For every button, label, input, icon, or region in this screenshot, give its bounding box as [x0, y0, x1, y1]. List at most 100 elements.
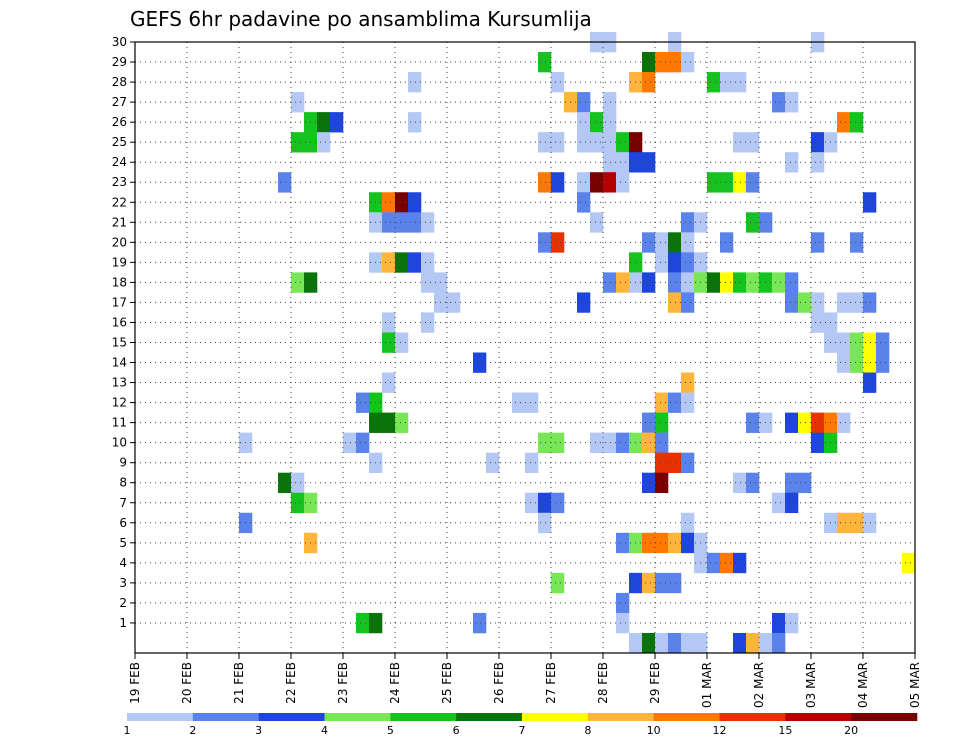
heatmap-cell	[655, 412, 669, 433]
heatmap-cell	[811, 292, 825, 313]
heatmap-cell	[785, 492, 799, 514]
heatmap-cell	[655, 472, 669, 494]
heatmap-cell	[837, 352, 851, 373]
heatmap-cell	[603, 272, 617, 293]
heatmap-cell	[902, 552, 916, 574]
x-tick-label: 23 FEB	[336, 662, 350, 704]
heatmap-cell	[291, 272, 305, 293]
heatmap-cell	[395, 412, 409, 433]
heatmap-cell	[538, 52, 552, 73]
x-tick-label: 01 MAR	[700, 662, 714, 708]
heatmap-cell	[746, 132, 760, 153]
heatmap-cell	[733, 72, 747, 93]
heatmap-cell	[733, 172, 747, 193]
x-tick-label: 25 FEB	[440, 662, 454, 704]
heatmap-cell	[382, 312, 396, 333]
heatmap-cell	[551, 72, 565, 93]
heatmap-cell	[616, 172, 630, 193]
y-tick-label: 18	[112, 275, 127, 289]
colorbar-swatch	[719, 713, 786, 721]
y-tick-label: 19	[112, 255, 127, 269]
chart-title: GEFS 6hr padavine po ansamblima Kursumli…	[130, 7, 592, 31]
colorbar-legend: 1 2 3 4 5 6 7 8 10 12 15 20	[124, 713, 918, 737]
heatmap-cell	[642, 52, 656, 73]
colorbar-swatch	[456, 713, 523, 721]
heatmap-cell	[746, 632, 760, 654]
heatmap-cell	[655, 532, 669, 554]
heatmap-cell	[642, 72, 656, 93]
heatmap-cell	[850, 352, 864, 373]
heatmap-cell	[577, 292, 591, 313]
y-tick-label: 14	[112, 356, 127, 370]
heatmap-cell	[681, 632, 695, 654]
heatmap-cell	[733, 132, 747, 153]
heatmap-cell	[330, 112, 344, 133]
heatmap-cell	[668, 572, 682, 594]
heatmap-cell	[746, 472, 760, 494]
y-tick-label: 12	[112, 396, 127, 410]
heatmap-cell	[811, 412, 825, 433]
heatmap-cell	[642, 272, 656, 293]
heatmap-cell	[421, 212, 435, 233]
heatmap-cell	[616, 132, 630, 153]
heatmap-cell	[551, 492, 565, 514]
heatmap-cell	[720, 232, 734, 253]
colorbar-label: 10	[647, 724, 661, 737]
heatmap-cell	[616, 612, 630, 634]
heatmap-cell	[603, 152, 617, 173]
heatmap-cell	[551, 132, 565, 153]
heatmap-cell	[382, 372, 396, 393]
x-tick-label: 03 MAR	[804, 662, 818, 708]
heatmap-cell	[863, 372, 877, 393]
heatmap-cell	[395, 212, 409, 233]
heatmap-cell	[525, 452, 539, 474]
colorbar-swatch	[587, 713, 654, 721]
heatmap-cell	[746, 412, 760, 433]
heatmap-cell	[603, 132, 617, 153]
heatmap-cell	[395, 332, 409, 353]
heatmap-cell	[837, 512, 851, 534]
heatmap-cell	[603, 172, 617, 193]
heatmap-cell	[785, 92, 799, 113]
x-tick-label: 05 MAR	[908, 662, 922, 708]
colorbar-swatch	[653, 713, 720, 721]
heatmap-cell	[850, 112, 864, 133]
colorbar-label: 4	[321, 724, 328, 737]
heatmap-cell	[655, 452, 669, 474]
heatmap-cell	[590, 172, 604, 193]
heatmap-cell	[577, 92, 591, 113]
heatmap-cell	[538, 512, 552, 534]
heatmap-cell	[642, 572, 656, 594]
heatmap-cell	[642, 232, 656, 253]
heatmap-cell	[642, 532, 656, 554]
heatmap-cell	[356, 612, 370, 634]
colorbar-swatch	[192, 713, 259, 721]
heatmap-cell	[629, 632, 643, 654]
colorbar-swatch	[785, 713, 852, 721]
heatmap-cell	[707, 72, 721, 93]
heatmap-cell	[655, 52, 669, 73]
heatmap-cell	[681, 452, 695, 474]
y-tick-label: 20	[112, 235, 127, 249]
heatmap-cell	[382, 332, 396, 353]
heatmap-cell	[863, 332, 877, 353]
x-tick-label: 19 FEB	[128, 662, 142, 704]
heatmap-cell	[538, 232, 552, 253]
heatmap-cell	[785, 612, 799, 634]
heatmap-cell	[356, 432, 370, 453]
heatmap-cell	[668, 632, 682, 654]
heatmap-cell	[863, 292, 877, 313]
x-tick-label: 22 FEB	[284, 662, 298, 704]
colorbar-label: 1	[124, 724, 131, 737]
heatmap-cell	[408, 72, 422, 93]
colorbar-label: 15	[778, 724, 792, 737]
y-tick-label: 7	[119, 496, 127, 510]
heatmap-cell	[408, 212, 422, 233]
heatmap-cell	[655, 252, 669, 273]
heatmap-cell	[837, 112, 851, 133]
heatmap-cell	[382, 212, 396, 233]
heatmap-cell	[772, 492, 786, 514]
heatmap-cell	[785, 272, 799, 293]
heatmap-cell	[278, 472, 292, 494]
y-tick-label: 2	[119, 596, 127, 610]
